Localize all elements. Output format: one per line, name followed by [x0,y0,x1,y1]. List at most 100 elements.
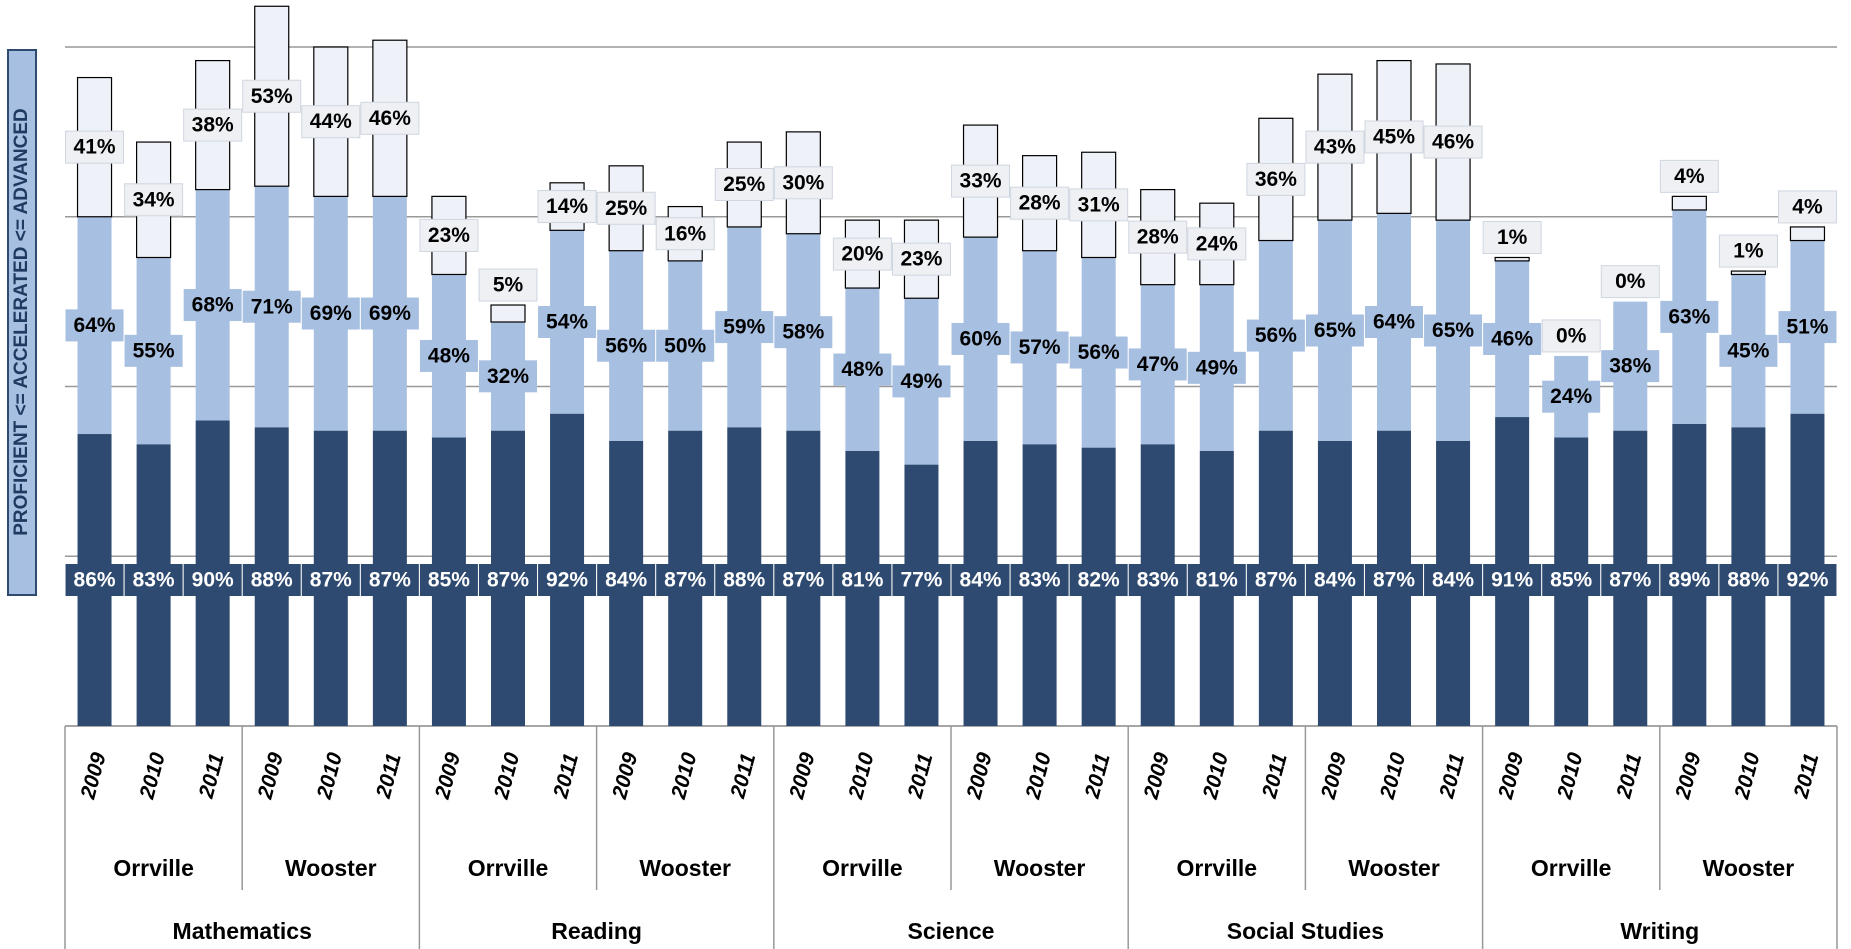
data-label: 63% [1668,305,1710,328]
x-tick-label: 2011 [1789,751,1823,802]
x-tick-label: 2009 [1139,750,1174,802]
data-label: 31% [1078,193,1120,216]
label-box [1305,564,1364,597]
data-label: 25% [723,173,765,196]
label-box [65,564,124,597]
data-label: 0% [1556,324,1587,347]
data-label: 87% [1609,569,1651,592]
data-label: 32% [487,365,529,388]
data-label: 4% [1674,165,1705,188]
label-box [419,564,478,597]
x-tick-label: 2009 [253,750,288,802]
data-label: 56% [1255,324,1297,347]
label-box [1423,125,1483,159]
label-box [124,564,183,597]
label-box [1365,564,1423,597]
data-label: 57% [1019,336,1061,359]
data-label: 83% [1137,569,1179,592]
school-label: Orrville [1177,855,1258,881]
label-box [715,311,774,344]
data-label: 23% [428,224,470,247]
x-tick-label: 2010 [490,750,525,802]
label-box [1128,348,1187,381]
data-label: 38% [192,114,234,137]
data-label: 64% [1373,311,1415,334]
data-label: 1% [1733,240,1764,263]
data-label: 28% [1019,192,1061,215]
label-box [1660,300,1719,333]
label-box [183,564,242,597]
label-box [1659,159,1719,193]
label-box [714,167,774,201]
label-box [301,564,360,597]
label-box [1246,319,1305,352]
label-box [360,564,419,597]
x-tick-label: 2011 [1081,751,1115,802]
data-label: 83% [133,569,175,592]
data-label: 46% [1432,131,1474,154]
label-box [1600,265,1660,299]
label-box [892,365,951,398]
label-box [537,190,597,224]
data-label: 84% [1432,569,1474,592]
x-tick-label: 2011 [1612,751,1646,802]
label-box [655,217,715,251]
data-label: 28% [1137,226,1179,249]
label-box [1128,564,1187,597]
data-label: 56% [605,334,647,357]
data-label: 91% [1491,569,1533,592]
data-label: 81% [841,569,883,592]
data-label: 92% [1786,569,1828,592]
label-box [1778,564,1837,597]
label-box [1719,564,1778,597]
data-label: 84% [960,569,1002,592]
x-tick-label: 2011 [903,751,937,802]
x-tick-label: 2010 [312,750,347,802]
data-label: 5% [493,274,524,297]
label-box [1187,564,1246,597]
label-box [1718,234,1778,268]
data-label: 44% [310,110,352,133]
label-box [1601,350,1660,383]
label-box [597,564,656,597]
data-label: 87% [369,569,411,592]
label-box [478,268,538,302]
label-box [1541,319,1601,353]
label-box [65,130,125,164]
data-label: 45% [1373,126,1415,149]
data-label: 23% [900,248,942,271]
school-label: Orrville [1531,855,1612,881]
label-box [1777,190,1837,224]
label-box [1187,227,1247,261]
label-box [597,329,656,362]
label-box [301,105,361,139]
school-label: Orrville [113,855,194,881]
bar-segment [1730,270,1767,276]
data-label: 65% [1432,319,1474,342]
data-label: 60% [960,328,1002,351]
school-label: Wooster [639,855,731,881]
data-label: 41% [74,136,116,159]
data-label: 46% [1491,328,1533,351]
label-box [65,309,124,342]
x-tick-label: 2011 [1435,751,1469,802]
data-label: 49% [1196,356,1238,379]
data-label: 14% [546,195,588,218]
label-box [833,353,892,386]
label-box [360,101,420,135]
label-box [832,237,892,271]
data-label: 85% [428,569,470,592]
label-box [1601,564,1660,597]
data-label: 30% [782,171,824,194]
x-tick-label: 2010 [135,750,170,802]
data-label: 69% [310,302,352,325]
x-tick-label: 2009 [785,750,820,802]
data-label: 16% [664,222,706,245]
data-label: 1% [1497,226,1528,249]
label-box [242,79,302,113]
label-box [1305,130,1365,164]
label-box [1069,564,1128,597]
school-label: Wooster [285,855,377,881]
label-box [774,564,833,597]
label-box [419,339,478,372]
